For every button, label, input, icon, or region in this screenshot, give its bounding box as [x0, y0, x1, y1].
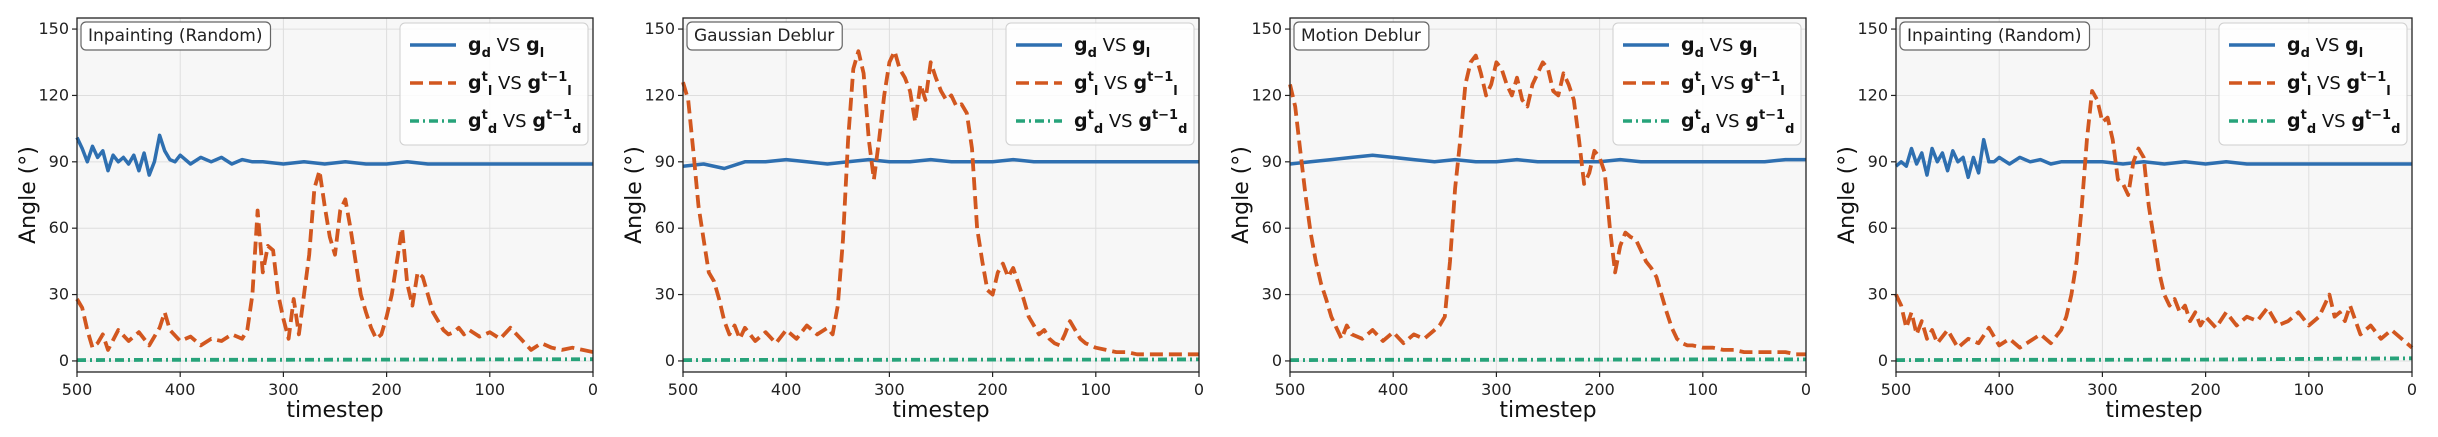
x-tick-label: 500 [62, 380, 93, 399]
y-tick-label: 90 [1868, 152, 1888, 171]
y-tick-label: 0 [665, 351, 675, 370]
legend-entry-3: gtd VS gt−1d [2287, 108, 2400, 137]
x-tick-label: 500 [1881, 380, 1912, 399]
panel-tag-label: Motion Deblur [1301, 26, 1421, 46]
y-tick-label: 90 [655, 152, 675, 171]
panel-tag-label: Inpainting (Random) [88, 26, 263, 46]
x-tick-label: 300 [268, 380, 299, 399]
panel-tag [80, 21, 272, 51]
x-tick-label: 300 [874, 380, 905, 399]
x-tick-label: 0 [1194, 380, 1204, 399]
y-axis-title: Angle (°) [1229, 146, 1254, 244]
y-tick-label: 30 [655, 285, 675, 304]
y-tick-label: 150 [644, 19, 675, 38]
x-tick-label: 500 [668, 380, 699, 399]
y-tick-label: 120 [1857, 85, 1888, 104]
chart-panel-1: 0 30 60 90 120 150 500 400 300 200 100 0 timestep Ang… [16, 17, 598, 423]
panel-tag-label: Inpainting (Random) [1907, 26, 2082, 46]
y-tick-label: 150 [1857, 19, 1888, 38]
series-line-2 [1288, 53, 1806, 357]
series-line-1 [1894, 137, 2412, 180]
legend-entry-2: gtl VS gt−1l [1074, 70, 1178, 99]
x-axis-title: timestep [286, 398, 383, 423]
y-tick-label: 120 [644, 85, 675, 104]
chart-panel-3: 0 30 60 90 120 150 500 400 300 200 100 0 timestep Ang… [1229, 17, 1811, 423]
x-tick-label: 200 [1584, 380, 1615, 399]
legend-entry-1: gd VS gl [468, 34, 544, 61]
x-tick-label: 100 [1688, 380, 1719, 399]
legend-entry-3: gtd VS gt−1d [1681, 108, 1794, 137]
series-line-2 [75, 168, 594, 354]
y-tick-label: 30 [1868, 285, 1888, 304]
x-tick-label: 500 [1275, 380, 1306, 399]
series-line-1 [682, 157, 1199, 171]
chart-panel-4: 0 30 60 90 120 150 500 400 300 200 100 0 timestep Ang… [1835, 17, 2417, 423]
series-line-1 [1289, 153, 1806, 166]
panel-tag [1899, 21, 2091, 51]
legend-box [399, 22, 589, 146]
y-tick-label: 120 [1251, 85, 1282, 104]
y-tick-label: 60 [1262, 218, 1282, 237]
x-tick-label: 400 [771, 380, 802, 399]
legend-entry-1: gd VS gl [2287, 34, 2363, 61]
y-tick-label: 30 [49, 285, 69, 304]
x-tick-label: 400 [1984, 380, 2015, 399]
x-tick-label: 400 [1378, 380, 1409, 399]
x-tick-label: 300 [2087, 380, 2118, 399]
legend-entry-1: gd VS gl [1074, 34, 1150, 61]
panel-tag-label: Gaussian Deblur [694, 26, 834, 46]
series-line-2 [1894, 89, 2414, 350]
y-tick-label: 60 [655, 218, 675, 237]
legend-entry-2: gtl VS gt−1l [1681, 70, 1785, 99]
x-tick-label: 100 [2294, 380, 2325, 399]
x-tick-label: 200 [977, 380, 1008, 399]
x-axis-title: timestep [1499, 398, 1596, 423]
x-tick-label: 200 [371, 380, 402, 399]
y-tick-label: 60 [1868, 218, 1888, 237]
x-tick-label: 200 [2190, 380, 2221, 399]
y-tick-label: 0 [1878, 351, 1888, 370]
chart-panel-2: 0 30 60 90 120 150 500 400 300 200 100 0 timestep Ang… [622, 17, 1204, 423]
panel-tag [1293, 21, 1430, 51]
x-tick-label: 100 [475, 380, 506, 399]
y-tick-label: 90 [1262, 152, 1282, 171]
x-axis-title: timestep [2105, 398, 2202, 423]
y-axis-title: Angle (°) [622, 146, 647, 244]
y-axis-title: Angle (°) [1835, 146, 1860, 244]
legend-entry-2: gtl VS gt−1l [468, 70, 572, 99]
series-line-1 [75, 133, 593, 177]
plot-frame [682, 17, 1200, 373]
y-tick-label: 30 [1262, 285, 1282, 304]
plot-frame [76, 17, 594, 373]
y-axis-title: Angle (°) [16, 146, 41, 244]
legend-entry-1: gd VS gl [1681, 34, 1757, 61]
plot-frame [1289, 17, 1807, 373]
x-tick-label: 0 [2407, 380, 2417, 399]
series-line-2 [681, 49, 1199, 357]
plot-frame [1895, 17, 2413, 373]
x-tick-label: 300 [1481, 380, 1512, 399]
x-tick-label: 400 [165, 380, 196, 399]
y-tick-label: 120 [38, 85, 69, 104]
legend-entry-3: gtd VS gt−1d [1074, 108, 1187, 137]
legend-box [2218, 22, 2408, 146]
legend-box [1005, 22, 1195, 146]
x-tick-label: 0 [588, 380, 598, 399]
y-tick-label: 0 [1272, 351, 1282, 370]
panel-tag [686, 21, 843, 51]
x-tick-label: 100 [1081, 380, 1112, 399]
y-tick-label: 90 [49, 152, 69, 171]
y-tick-label: 150 [38, 19, 69, 38]
y-tick-label: 0 [59, 351, 69, 370]
legend-box [1612, 22, 1802, 146]
x-axis-title: timestep [892, 398, 989, 423]
legend-entry-3: gtd VS gt−1d [468, 108, 581, 137]
x-tick-label: 0 [1801, 380, 1811, 399]
y-tick-label: 150 [1251, 19, 1282, 38]
legend-entry-2: gtl VS gt−1l [2287, 70, 2391, 99]
y-tick-label: 60 [49, 218, 69, 237]
